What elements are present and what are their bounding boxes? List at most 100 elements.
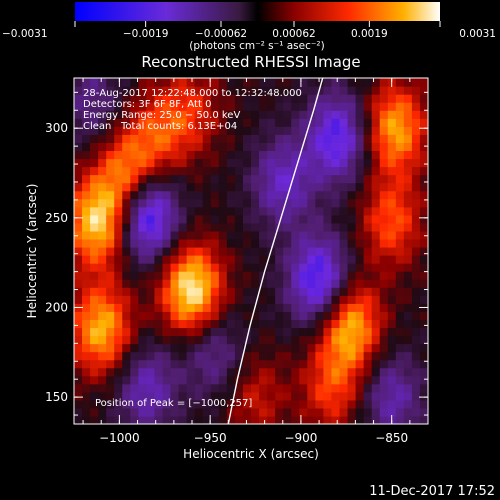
heatmap-cell (323, 335, 333, 345)
heatmap-cell (154, 343, 164, 353)
heatmap-cell (283, 198, 292, 208)
heatmap-cell (106, 166, 115, 176)
heatmap-cell (210, 311, 220, 320)
heatmap-cell (202, 351, 212, 361)
heatmap-cell (315, 166, 325, 176)
heatmap-cell (355, 238, 365, 248)
heatmap-cell (251, 279, 260, 288)
heatmap-cell (210, 375, 220, 385)
heatmap-cell (194, 158, 204, 168)
heatmap-cell (74, 198, 83, 208)
heatmap-cell (355, 134, 365, 143)
heatmap-cell (146, 222, 156, 232)
heatmap-cell (130, 230, 139, 240)
heatmap-cell (259, 303, 268, 312)
heatmap-cell (411, 343, 421, 353)
heatmap-cell (251, 126, 260, 135)
heatmap-cell (307, 351, 316, 361)
heatmap-cell (130, 359, 139, 369)
heatmap-cell (90, 319, 99, 329)
heatmap-cell (275, 287, 284, 296)
heatmap-cell (122, 182, 131, 192)
heatmap-cell (339, 391, 349, 401)
heatmap-cell (242, 359, 252, 369)
heatmap-cell (194, 110, 204, 119)
heatmap-cell (331, 118, 341, 127)
heatmap-cell (323, 399, 333, 409)
heatmap-cell (202, 319, 212, 329)
heatmap-cell (162, 158, 172, 168)
heatmap-cell (387, 230, 397, 240)
heatmap-cell (194, 150, 204, 160)
heatmap-cell (331, 343, 341, 353)
heatmap-cell (90, 415, 99, 424)
heatmap-cell (251, 222, 260, 232)
heatmap-cell (307, 407, 316, 417)
heatmap-cell (275, 407, 284, 417)
heatmap-cell (315, 287, 325, 296)
heatmap-cell (130, 102, 139, 111)
heatmap-cell (194, 94, 204, 103)
heatmap-cell (251, 134, 260, 143)
heatmap-cell (331, 102, 341, 111)
heatmap-cell (411, 279, 421, 288)
heatmap-cell (90, 102, 99, 111)
heatmap-cell (259, 287, 268, 296)
heatmap-cell (186, 78, 196, 87)
heatmap-cell (234, 102, 244, 111)
heatmap-cell (251, 311, 260, 320)
heatmap-cell (291, 351, 300, 361)
heatmap-cell (259, 94, 268, 103)
heatmap-cell (339, 335, 349, 345)
heatmap-cell (130, 118, 139, 127)
heatmap-cell (226, 102, 236, 111)
heatmap-cell (251, 271, 260, 280)
heatmap-cell (331, 375, 341, 385)
heatmap-cell (371, 78, 381, 87)
heatmap-cell (315, 110, 325, 119)
heatmap-cell (138, 367, 148, 377)
heatmap-cell (275, 367, 284, 377)
heatmap-cell (331, 86, 341, 95)
heatmap-cell (74, 367, 83, 377)
heatmap-cell (379, 415, 389, 424)
heatmap-cell (98, 206, 107, 216)
heatmap-cell (242, 118, 252, 127)
heatmap-cell (291, 134, 300, 143)
heatmap-cell (194, 415, 204, 424)
heatmap-cell (218, 343, 228, 353)
heatmap-cell (387, 295, 397, 304)
heatmap-cell (259, 222, 268, 232)
heatmap-cell (114, 222, 123, 232)
heatmap-cell (162, 343, 172, 353)
heatmap-cell (347, 110, 357, 119)
heatmap-cell (251, 94, 260, 103)
heatmap-cell (379, 110, 389, 119)
heatmap-cell (387, 198, 397, 208)
heatmap-cell (146, 150, 156, 160)
heatmap-cell (90, 287, 99, 296)
heatmap-cell (90, 230, 99, 240)
heatmap-cell (74, 359, 83, 369)
heatmap-cell (82, 198, 91, 208)
heatmap-cell (275, 263, 284, 272)
heatmap-cell (411, 86, 421, 95)
heatmap-cell (363, 407, 373, 417)
heatmap-cell (74, 375, 83, 385)
heatmap-cell (419, 335, 428, 345)
heatmap-cell (178, 134, 188, 143)
heatmap-cell (315, 391, 325, 401)
heatmap-cell (146, 407, 156, 417)
heatmap-cell (242, 110, 252, 119)
heatmap-cell (419, 94, 428, 103)
heatmap-cell (387, 351, 397, 361)
heatmap-cell (146, 86, 156, 95)
heatmap-cell (315, 118, 325, 127)
heatmap-cell (307, 126, 316, 135)
heatmap-cell (275, 206, 284, 216)
heatmap-cell (419, 118, 428, 127)
heatmap-cell (178, 311, 188, 320)
heatmap-cell (411, 126, 421, 135)
heatmap-cell (355, 222, 365, 232)
heatmap-cell (283, 287, 292, 296)
